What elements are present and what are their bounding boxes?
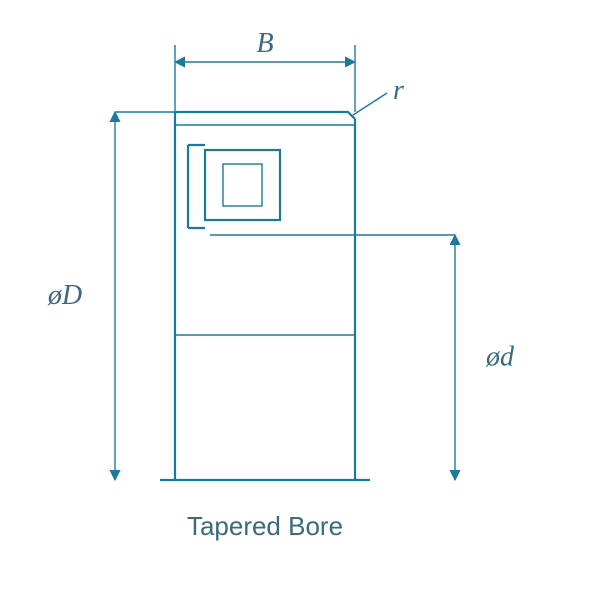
label-outer-dia: øD [47, 280, 82, 311]
caption: Tapered Bore [187, 511, 343, 541]
label-fillet: r [393, 75, 404, 106]
roller-inner [223, 164, 262, 206]
roller-pocket [205, 150, 280, 220]
leader-r [353, 93, 387, 115]
label-bore-dia: ød [485, 342, 515, 373]
outer-top-edge [175, 112, 355, 119]
label-width: B [256, 28, 273, 59]
retaining-lip [188, 145, 205, 228]
